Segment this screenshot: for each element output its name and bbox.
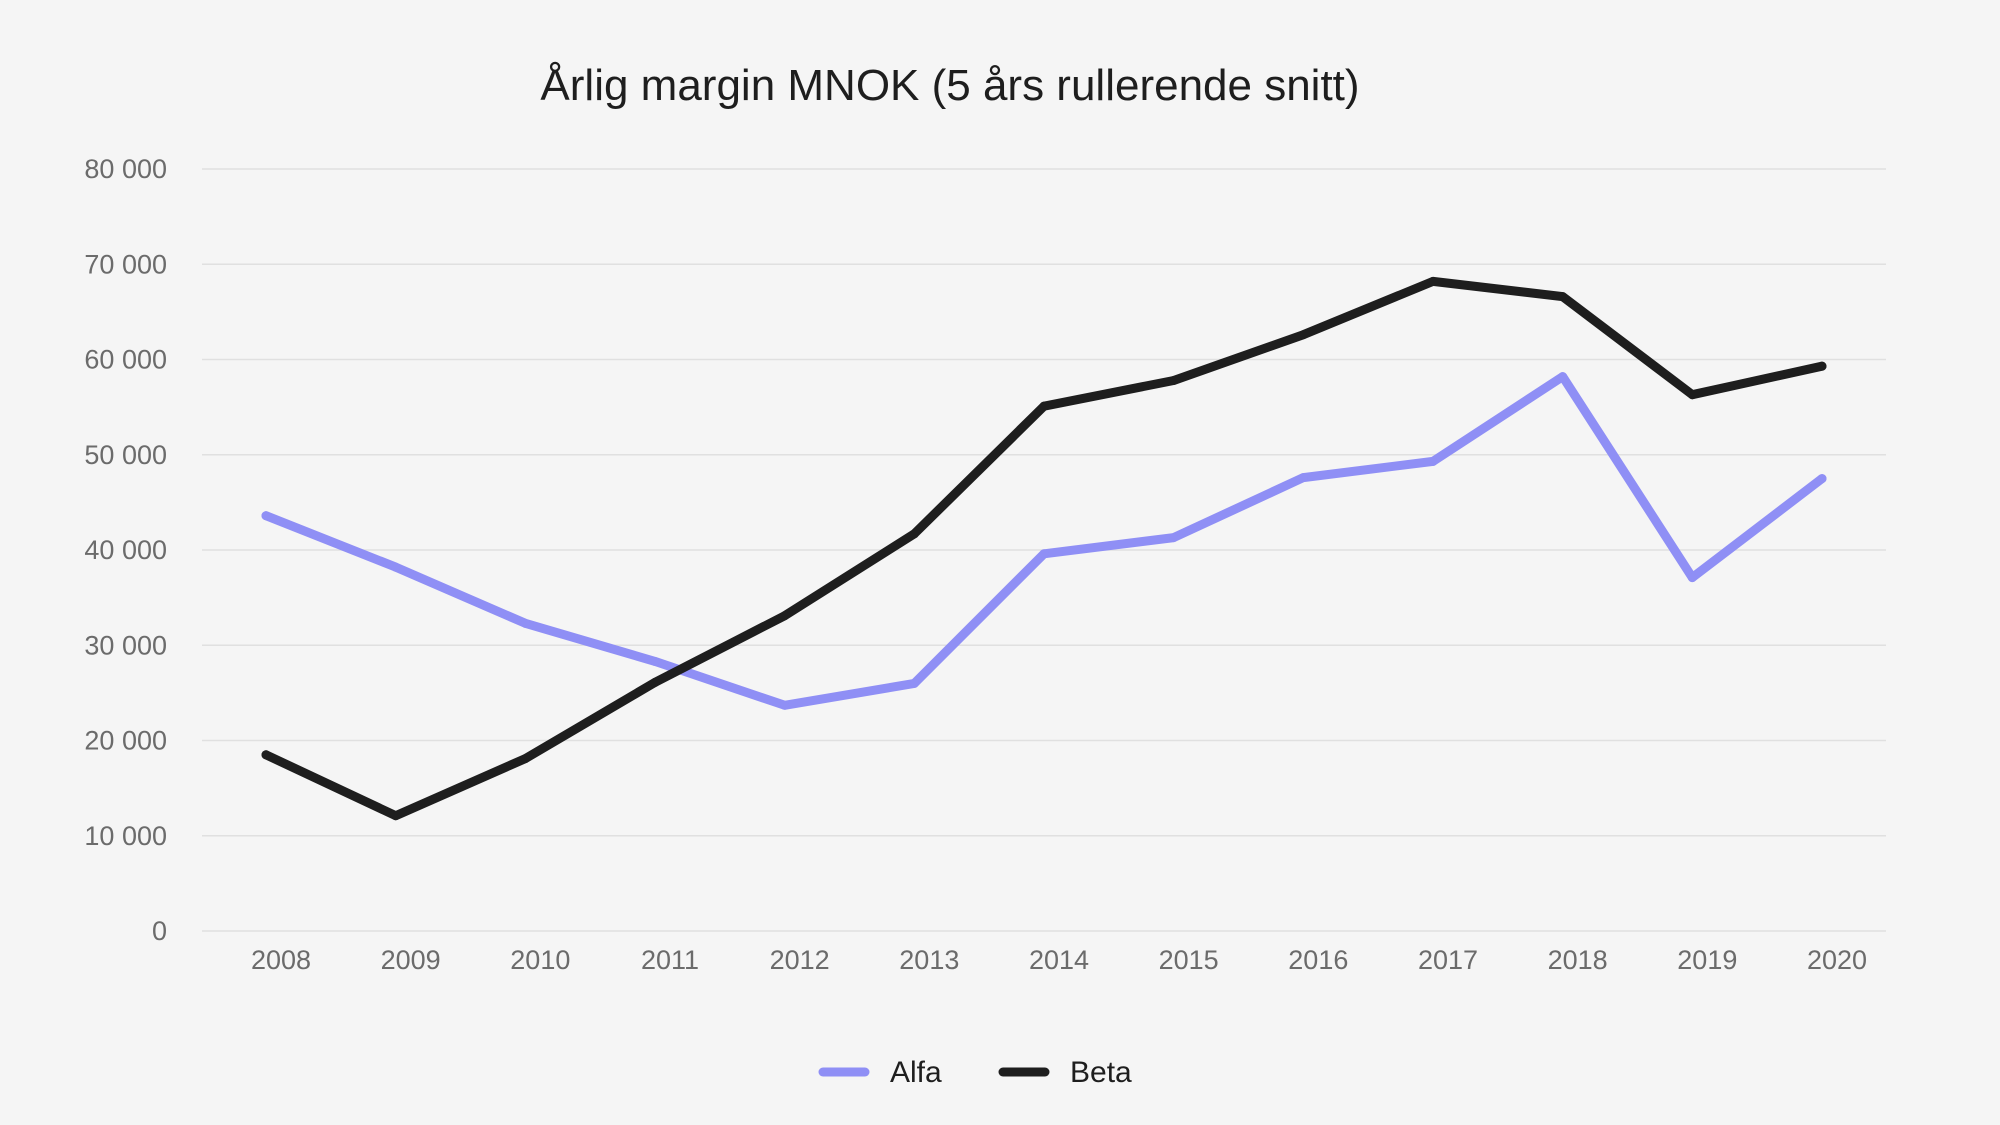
y-tick-label: 70 000	[84, 249, 167, 279]
y-tick-label: 20 000	[84, 726, 167, 756]
data-point-alfa	[261, 511, 271, 521]
x-tick-label: 2020	[1807, 945, 1867, 975]
chart-title: Årlig margin MNOK (5 års rullerende snit…	[540, 61, 1359, 110]
data-point-beta	[261, 750, 271, 760]
data-point-alfa	[780, 700, 790, 710]
x-tick-label: 2009	[381, 945, 441, 975]
y-tick-label: 60 000	[84, 345, 167, 375]
data-point-alfa	[1428, 456, 1438, 466]
data-point-alfa	[1817, 474, 1827, 484]
data-point-alfa	[650, 656, 660, 666]
data-point-beta	[1169, 375, 1179, 385]
x-tick-label: 2016	[1288, 945, 1348, 975]
x-tick-label: 2012	[770, 945, 830, 975]
legend: Alfa Beta	[818, 1056, 1132, 1089]
data-point-alfa	[520, 618, 530, 628]
series-line-alfa	[261, 372, 1827, 710]
x-tick-label: 2017	[1418, 945, 1478, 975]
data-point-beta	[650, 677, 660, 687]
x-tick-label: 2015	[1159, 945, 1219, 975]
y-tick-label: 10 000	[84, 821, 167, 851]
data-point-beta	[1817, 361, 1827, 371]
data-point-alfa	[1298, 473, 1308, 483]
legend-label: Alfa	[890, 1056, 942, 1089]
data-point-beta	[780, 611, 790, 621]
data-point-alfa	[1169, 533, 1179, 543]
y-tick-label: 50 000	[84, 440, 167, 470]
y-tick-label: 0	[152, 916, 167, 946]
data-point-alfa	[1687, 573, 1697, 583]
data-point-beta	[1039, 401, 1049, 411]
legend-label: Beta	[1070, 1056, 1132, 1089]
data-point-beta	[1558, 292, 1568, 302]
data-point-beta	[520, 754, 530, 764]
data-point-alfa	[909, 678, 919, 688]
data-point-beta	[1687, 390, 1697, 400]
data-point-beta	[909, 529, 919, 539]
legend-item-alfa: Alfa	[818, 1056, 942, 1089]
x-axis-ticks: 2008 2009 2010 2011 2012 2013 2014 2015 2016 2017…	[251, 945, 1867, 975]
x-tick-label: 2013	[899, 945, 959, 975]
x-tick-label: 2018	[1548, 945, 1608, 975]
x-tick-label: 2014	[1029, 945, 1089, 975]
data-point-beta	[1298, 330, 1308, 340]
data-point-beta	[391, 811, 401, 821]
data-point-alfa	[1039, 549, 1049, 559]
y-tick-label: 40 000	[84, 535, 167, 565]
y-axis-ticks: 0 10 000 20 000 30 000 40 000 50 000 60 000 70 …	[84, 154, 167, 946]
series-line-beta	[261, 276, 1827, 821]
x-tick-label: 2010	[510, 945, 570, 975]
x-tick-label: 2008	[251, 945, 311, 975]
y-tick-label: 30 000	[84, 630, 167, 660]
data-point-beta	[1428, 276, 1438, 286]
data-point-alfa	[391, 562, 401, 572]
y-tick-label: 80 000	[84, 154, 167, 184]
x-tick-label: 2011	[641, 945, 699, 975]
x-tick-label: 2019	[1677, 945, 1737, 975]
legend-item-beta: Beta	[998, 1056, 1132, 1089]
series-lines	[261, 276, 1827, 821]
data-point-alfa	[1558, 372, 1568, 382]
